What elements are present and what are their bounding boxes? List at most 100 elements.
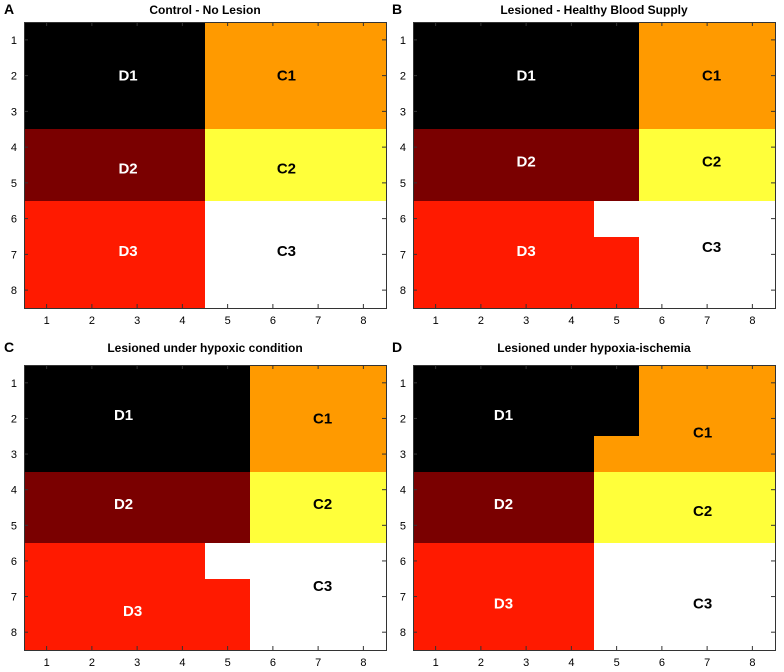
- heatmap-cell-d3: [115, 543, 160, 579]
- heatmap-cell-d1: [160, 22, 205, 58]
- heatmap-cell-d3: [160, 543, 205, 579]
- heatmap-cell-d2: [413, 472, 458, 508]
- region-label-d3: D3: [118, 243, 137, 260]
- heatmap-cell-c3: [685, 614, 730, 650]
- region-label-d2: D2: [517, 153, 536, 170]
- heatmap-cell-d1: [458, 94, 504, 129]
- heatmap-cell-d3: [458, 543, 504, 579]
- heatmap-cell-c2: [594, 508, 639, 543]
- region-label-c2: C2: [702, 153, 721, 170]
- heatmap-cell-c1: [685, 401, 730, 436]
- heatmap-cell-c1: [250, 94, 296, 129]
- region-label-c3: C3: [277, 243, 296, 260]
- panel-letter: D: [392, 339, 402, 355]
- heatmap-cell-d1: [205, 401, 250, 436]
- heatmap-cell-c3: [296, 543, 341, 579]
- heatmap-cell-d3: [413, 543, 458, 579]
- heatmap-cell-d1: [160, 58, 205, 94]
- heatmap-cell-d1: [205, 365, 250, 401]
- heatmap-cell-d3: [549, 237, 594, 272]
- heatmap-cells: [24, 22, 386, 308]
- x-tick-label: 5: [225, 315, 231, 327]
- heatmap-cell-c1: [296, 94, 341, 129]
- heatmap-cell-d1: [458, 365, 504, 401]
- x-tick-label: 5: [614, 315, 620, 327]
- heatmap-cells: [24, 365, 386, 650]
- heatmap-cell-c1: [685, 436, 730, 472]
- heatmap-cell-c2: [639, 472, 685, 508]
- y-tick-label: 5: [400, 178, 406, 190]
- region-label-c2: C2: [693, 503, 712, 520]
- x-tick-label: 1: [433, 315, 439, 327]
- heatmap-cell-c2: [296, 129, 341, 165]
- heatmap-cell-d1: [24, 58, 69, 94]
- heatmap-cell-c1: [341, 436, 386, 472]
- heatmap-cell-c3: [730, 543, 775, 579]
- heatmap-cell-d3: [504, 237, 549, 272]
- heatmap-cell-d1: [594, 22, 639, 58]
- heatmap-cell-c2: [594, 472, 639, 508]
- heatmap-cell-d1: [458, 22, 504, 58]
- heatmap-cell-d1: [458, 58, 504, 94]
- heatmap-cell-d2: [504, 508, 549, 543]
- y-tick-label: 7: [400, 592, 406, 604]
- heatmap-cell-d3: [504, 272, 549, 308]
- heatmap-cell-d2: [24, 472, 69, 508]
- heatmap-cell-d1: [413, 94, 458, 129]
- panel-c: C Lesioned under hypoxic condition 1 2 3 4 5 6 7…: [4, 339, 387, 669]
- heatmap-cell-d2: [594, 165, 639, 201]
- heatmap-cell-d1: [549, 22, 594, 58]
- heatmap-cell-d1: [115, 436, 160, 472]
- heatmap-cell-d3: [594, 237, 639, 272]
- panel-letter: B: [392, 1, 402, 17]
- heatmap-cell-c3: [685, 543, 730, 579]
- heatmap-cell-c3: [250, 237, 296, 272]
- heatmap-cell-c2: [685, 508, 730, 543]
- heatmap-cell-c3: [205, 201, 250, 237]
- heatmap-cell-d3: [69, 579, 115, 614]
- heatmap-cell-d2: [24, 129, 69, 165]
- axis-frame: [24, 365, 387, 651]
- heatmap-cell-d2: [458, 129, 504, 165]
- heatmap-cell-d1: [549, 94, 594, 129]
- heatmap-cell-c3: [685, 272, 730, 308]
- heatmap-cell-c3: [296, 614, 341, 650]
- y-tick-label: 3: [400, 106, 406, 118]
- heatmap-cell-d1: [160, 365, 205, 401]
- heatmap-cell-d1: [549, 365, 594, 401]
- heatmap-cell-d2: [458, 165, 504, 201]
- heatmap-cell-d3: [458, 579, 504, 614]
- heatmap-cell-c3: [730, 237, 775, 272]
- heatmap-cell-c3: [250, 614, 296, 650]
- heatmap-cell-d1: [504, 22, 549, 58]
- y-tick-label: 2: [11, 413, 17, 425]
- heatmap-cell-c2: [250, 508, 296, 543]
- heatmap-cell-d2: [458, 508, 504, 543]
- heatmap-cell-c1: [341, 401, 386, 436]
- x-tick-label: 6: [270, 315, 276, 327]
- heatmap-cell-d3: [549, 201, 594, 237]
- y-tick-label: 2: [400, 413, 406, 425]
- x-tick-label: 6: [659, 315, 665, 327]
- heatmap-cell-d1: [24, 401, 69, 436]
- heatmap-cell-c1: [341, 94, 386, 129]
- heatmap-cell-c3: [296, 272, 341, 308]
- region-label-d3: D3: [123, 603, 142, 620]
- region-label-d2: D2: [118, 161, 137, 178]
- heatmap-cell-d2: [69, 472, 115, 508]
- region-label-d2: D2: [494, 496, 513, 513]
- heatmap-cell-c3: [639, 237, 685, 272]
- x-tick-label: 1: [44, 657, 50, 669]
- heatmap-cell-c1: [250, 58, 296, 94]
- heatmap-cell-d2: [69, 165, 115, 201]
- heatmap-cell-d2: [504, 472, 549, 508]
- x-tick-label: 4: [568, 315, 574, 327]
- heatmap-cell-c2: [730, 508, 775, 543]
- heatmap-cell-d2: [69, 129, 115, 165]
- heatmap-cell-c1: [639, 94, 685, 129]
- heatmap-cell-d1: [24, 365, 69, 401]
- heatmap-cell-d1: [115, 401, 160, 436]
- heatmap-cell-d3: [458, 237, 504, 272]
- heatmap-cell-d3: [160, 579, 205, 614]
- heatmap-cell-d3: [504, 614, 549, 650]
